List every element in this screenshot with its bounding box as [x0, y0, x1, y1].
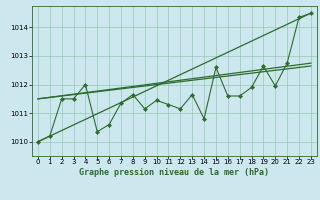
X-axis label: Graphe pression niveau de la mer (hPa): Graphe pression niveau de la mer (hPa) [79, 168, 269, 177]
